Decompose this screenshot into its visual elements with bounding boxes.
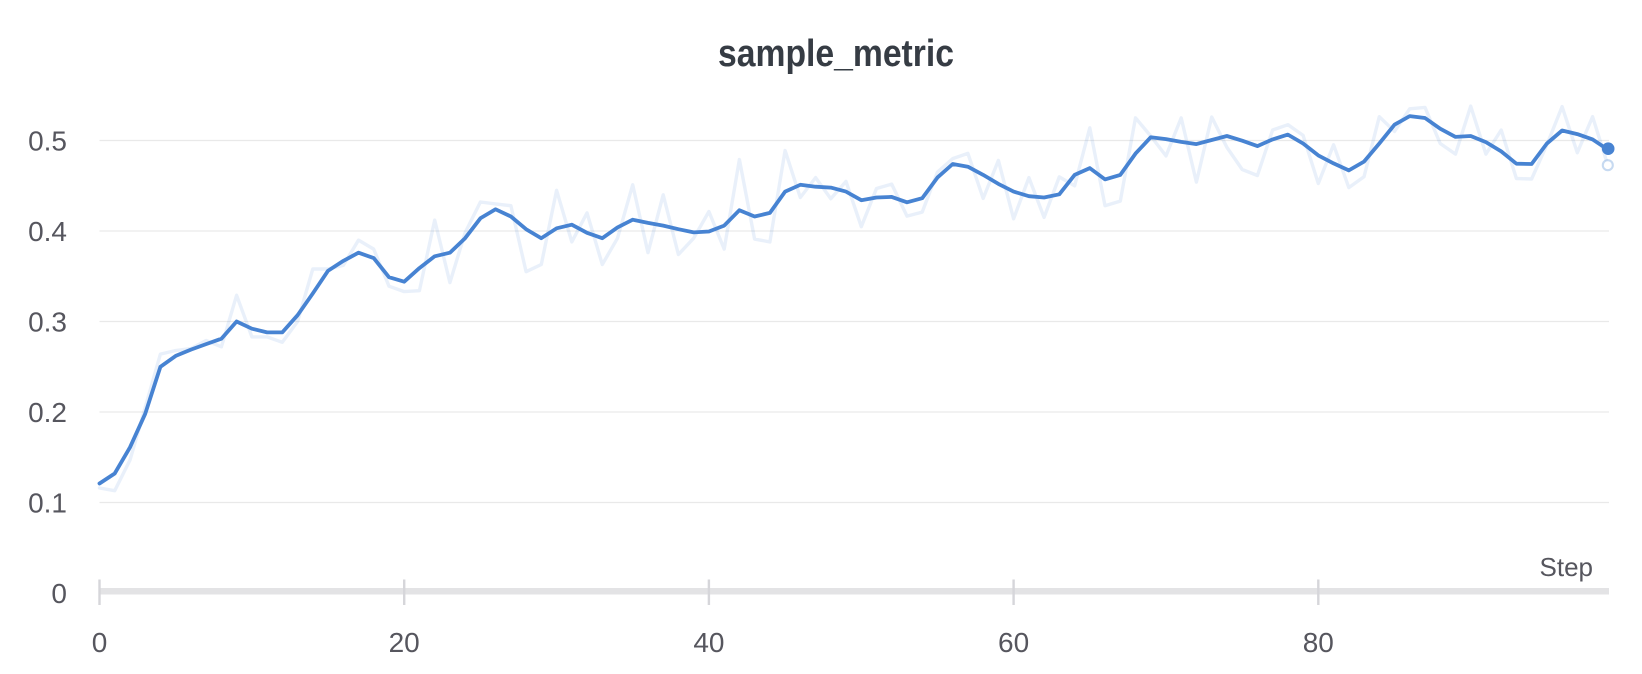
svg-text:sample_metric: sample_metric: [718, 33, 954, 75]
svg-text:0.4: 0.4: [28, 216, 67, 247]
svg-text:80: 80: [1303, 627, 1334, 658]
svg-text:60: 60: [998, 627, 1029, 658]
svg-text:0.2: 0.2: [28, 397, 67, 428]
svg-text:20: 20: [389, 627, 420, 658]
svg-text:0: 0: [92, 627, 108, 658]
svg-text:0.3: 0.3: [28, 307, 67, 338]
svg-text:40: 40: [693, 627, 724, 658]
svg-text:0.1: 0.1: [28, 488, 67, 519]
svg-text:0: 0: [51, 578, 67, 609]
svg-text:0.5: 0.5: [28, 126, 67, 157]
svg-text:Step: Step: [1540, 552, 1594, 582]
